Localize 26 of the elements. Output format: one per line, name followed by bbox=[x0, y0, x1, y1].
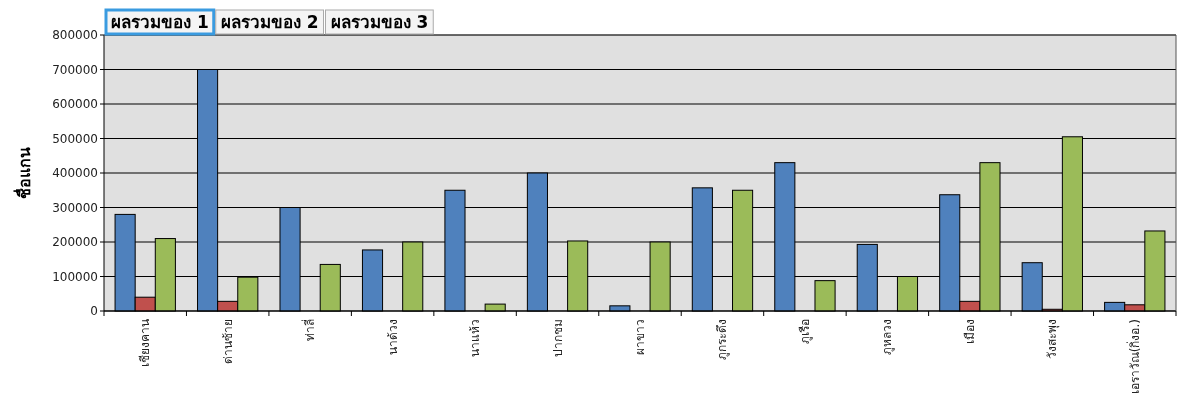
x-tick-label: นาแห้ว bbox=[468, 319, 483, 357]
x-tick-label: ภูหลวง bbox=[880, 319, 896, 355]
y-tick-label: 300000 bbox=[52, 200, 98, 215]
x-tick-label: ภูกระดึง bbox=[715, 319, 731, 360]
y-tick-label: 600000 bbox=[52, 97, 98, 111]
y-tick-label: 0 bbox=[90, 304, 98, 318]
y-tick-label: 100000 bbox=[52, 269, 98, 284]
x-tick-label: ท่าลี่ bbox=[301, 319, 318, 341]
text: ผลรวมของ 2 bbox=[220, 12, 319, 32]
x-tick-label: วังสะพุง bbox=[1045, 319, 1061, 359]
x-tick-label: ปากชม bbox=[550, 319, 565, 357]
x-tick-label: เอราวัณ(กิ่งอ.) bbox=[1125, 319, 1142, 395]
y-tick-label: 700000 bbox=[52, 62, 98, 77]
y-tick-label: 400000 bbox=[52, 166, 98, 180]
text: ผลรวมของ 1 bbox=[111, 12, 209, 32]
x-tick-label: นาด้วง bbox=[385, 319, 400, 355]
x-tick-label: เชียงคาน bbox=[138, 319, 153, 367]
y-tick-label: 200000 bbox=[52, 235, 98, 249]
text: ผลรวมของ 3 bbox=[330, 12, 429, 32]
y-tick-label: 800000 bbox=[52, 28, 98, 42]
x-tick-label: ผาขาว bbox=[633, 319, 647, 355]
x-tick-label: ภูเรือ bbox=[797, 319, 813, 344]
y-tick-label: 500000 bbox=[52, 131, 98, 146]
y-axis-title: ชื่อแกน bbox=[13, 147, 34, 199]
x-tick-label: เมือง bbox=[962, 319, 977, 344]
x-tick-label: ด่านซ้าย bbox=[220, 319, 235, 364]
